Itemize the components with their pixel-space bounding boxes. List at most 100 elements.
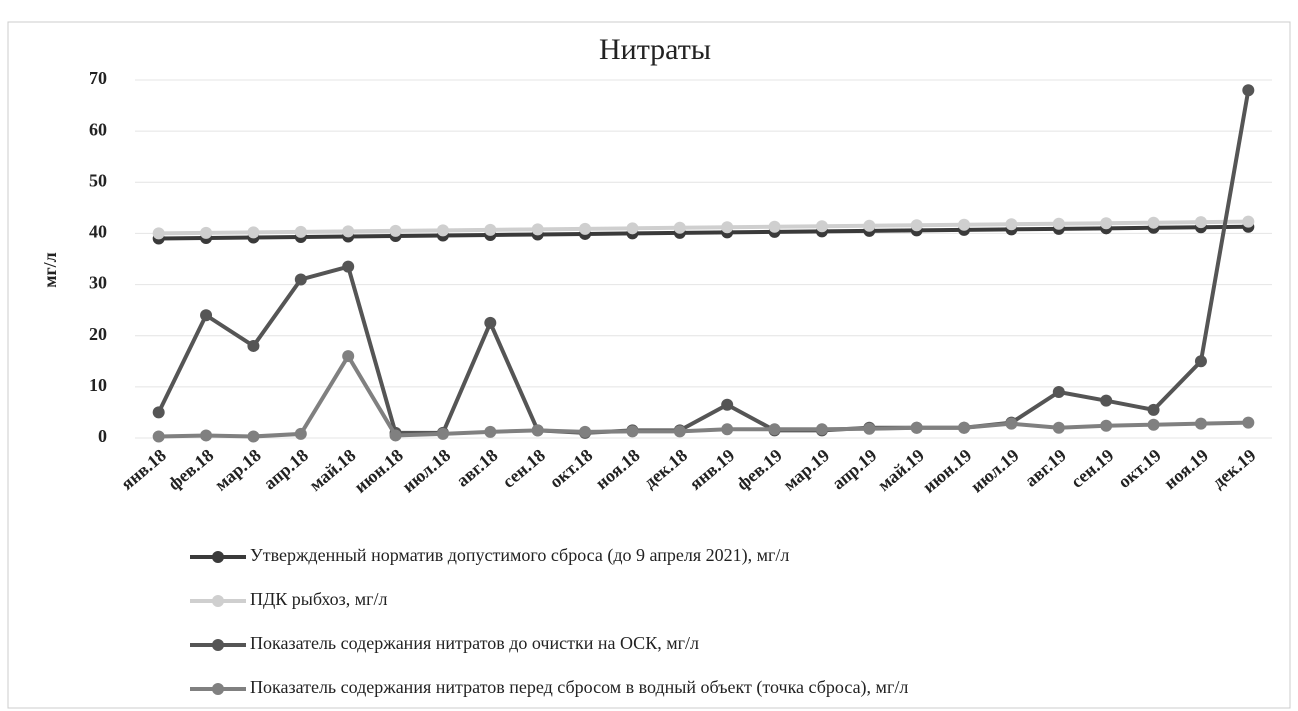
data-point	[1147, 418, 1160, 431]
data-point	[247, 339, 260, 352]
data-point	[863, 422, 876, 435]
x-tick-label: авг.18	[452, 445, 501, 491]
y-tick-label: 10	[89, 375, 107, 395]
data-point	[1194, 216, 1207, 229]
x-tick-label: дек.19	[1208, 445, 1259, 492]
data-point	[1052, 385, 1065, 398]
data-point	[1194, 417, 1207, 430]
x-tick-label: июн.19	[919, 445, 976, 497]
data-point	[484, 425, 497, 438]
legend-marker	[212, 683, 224, 695]
x-tick-label: апр.18	[260, 445, 312, 494]
data-point	[152, 430, 165, 443]
data-point	[436, 224, 449, 237]
x-tick-label: ноя.18	[592, 445, 644, 493]
data-point	[1100, 419, 1113, 432]
data-point	[247, 430, 260, 443]
x-tick-label: май.18	[305, 445, 359, 495]
data-point	[1100, 217, 1113, 230]
series-line	[156, 89, 1251, 435]
data-point	[910, 219, 923, 232]
data-point	[484, 316, 497, 329]
data-point	[200, 226, 213, 239]
data-point	[247, 226, 260, 239]
data-point	[768, 220, 781, 233]
x-tick-label: окт.19	[1114, 445, 1165, 492]
legend-marker	[212, 595, 224, 607]
data-point	[200, 309, 213, 322]
data-point	[389, 429, 402, 442]
x-tick-label: ноя.19	[1160, 445, 1212, 493]
legend-marker	[212, 551, 224, 563]
x-tick-label: июл.19	[967, 445, 1023, 496]
y-tick-label: 40	[89, 222, 107, 242]
y-tick-label: 0	[98, 426, 107, 446]
data-point	[579, 425, 592, 438]
data-point	[721, 423, 734, 436]
data-point	[200, 429, 213, 442]
data-point	[436, 427, 449, 440]
chart-title: Нитраты	[599, 33, 711, 66]
legend-label: Показатель содержания нитратов перед сбр…	[250, 677, 908, 698]
data-point	[531, 424, 544, 437]
series-line	[158, 352, 1249, 439]
chart-border	[7, 21, 1291, 709]
data-point	[294, 427, 307, 440]
data-point	[1052, 421, 1065, 434]
data-point	[531, 223, 544, 236]
data-point	[626, 425, 639, 438]
data-point	[673, 221, 686, 234]
data-point	[294, 273, 307, 286]
data-point	[1005, 218, 1018, 231]
x-tick-label: мар.19	[779, 445, 833, 495]
x-tick-label: июн.18	[350, 445, 407, 497]
legend-marker	[212, 639, 224, 651]
data-point	[342, 225, 355, 238]
data-point	[389, 224, 402, 237]
data-point	[1147, 216, 1160, 229]
data-point	[1100, 394, 1113, 407]
data-point	[579, 222, 592, 235]
data-point	[484, 223, 497, 236]
x-tick-label: июл.18	[398, 445, 454, 496]
x-tick-label: апр.19	[828, 445, 880, 494]
data-point	[673, 425, 686, 438]
y-tick-label: 50	[89, 170, 107, 190]
legend-label: Утвержденный норматив допустимого сброса…	[250, 545, 789, 566]
data-point	[342, 350, 355, 363]
data-point	[1242, 416, 1255, 429]
x-tick-label: авг.19	[1021, 445, 1070, 491]
series-line	[158, 224, 1249, 241]
data-point	[1052, 217, 1065, 230]
data-point	[910, 421, 923, 434]
x-tick-label: фев.18	[164, 445, 217, 494]
y-tick-label: 20	[89, 324, 107, 344]
data-point	[1005, 417, 1018, 430]
data-point	[1194, 355, 1207, 368]
y-tick-label: 30	[89, 273, 107, 293]
x-tick-label: дек.18	[640, 445, 691, 492]
x-tick-label: янв.19	[685, 445, 738, 494]
x-tick-label: сен.18	[498, 445, 548, 492]
data-point	[294, 225, 307, 238]
data-point	[721, 221, 734, 234]
data-point	[815, 220, 828, 233]
x-tick-label: май.19	[874, 445, 928, 495]
y-tick-label: 60	[89, 119, 107, 139]
legend-label: Показатель содержания нитратов до очистк…	[250, 633, 699, 653]
y-tick-label: 70	[89, 68, 107, 88]
data-point	[721, 398, 734, 411]
legend-label: ПДК рыбхоз, мг/л	[250, 589, 388, 609]
x-tick-label: фев.19	[733, 445, 786, 494]
data-point	[958, 421, 971, 434]
series-line	[158, 219, 1249, 236]
data-point	[342, 260, 355, 273]
data-point	[1242, 215, 1255, 228]
data-point	[626, 222, 639, 235]
data-point	[1147, 403, 1160, 416]
x-tick-label: сен.19	[1067, 445, 1117, 492]
x-tick-label: янв.18	[117, 445, 170, 494]
data-point	[152, 406, 165, 419]
data-point	[768, 423, 781, 436]
